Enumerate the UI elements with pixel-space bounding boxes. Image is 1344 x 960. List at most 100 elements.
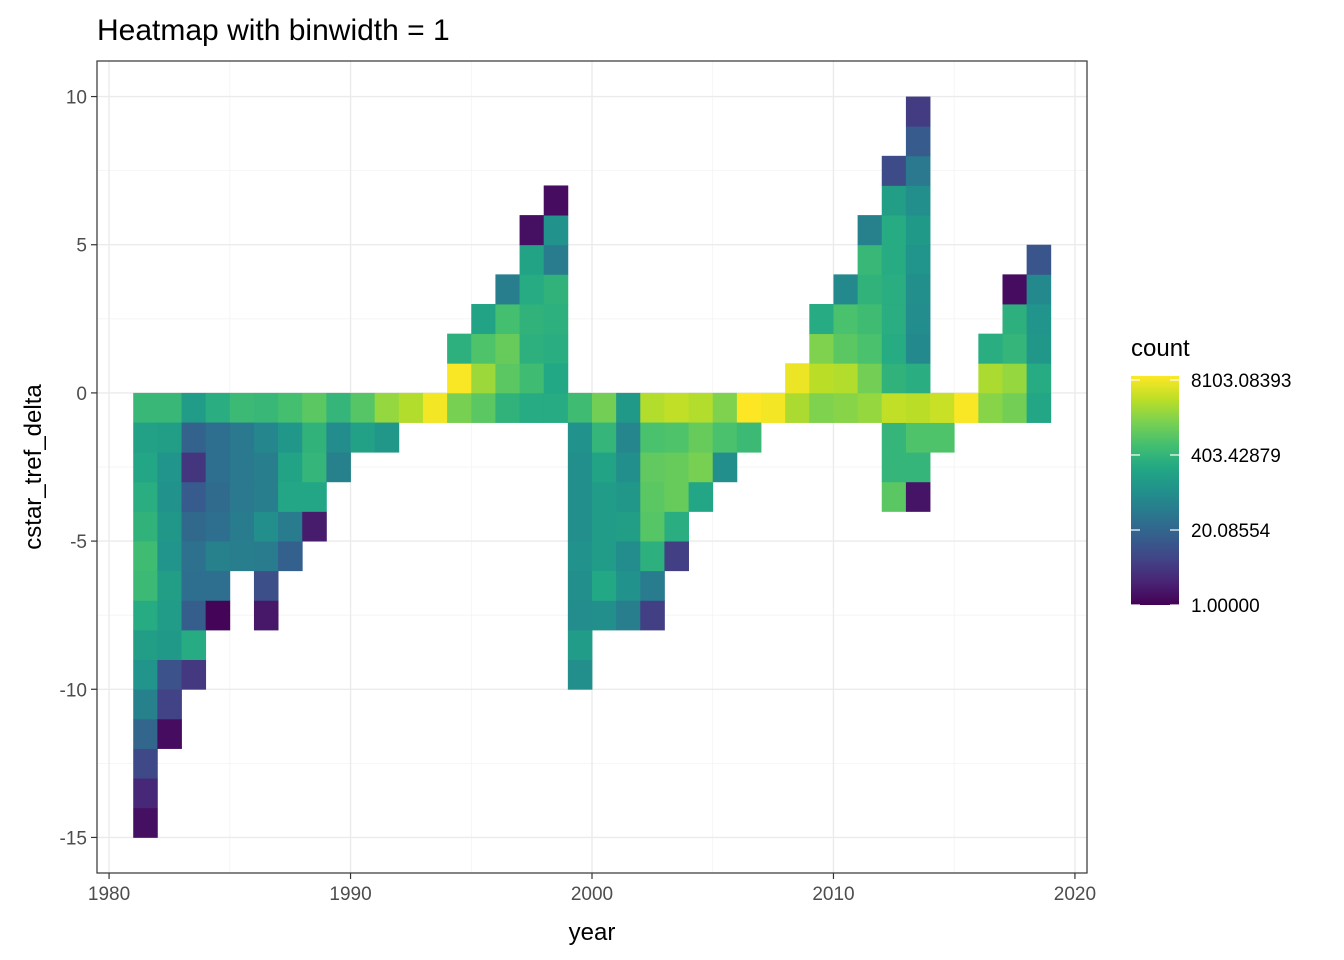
heatmap-tile	[278, 541, 303, 572]
heatmap-tile	[664, 511, 689, 542]
heatmap-tile	[616, 392, 641, 423]
heatmap-tile	[278, 422, 303, 453]
heatmap-tile	[471, 392, 496, 423]
heatmap-tile	[978, 392, 1003, 423]
heatmap-tile	[1002, 363, 1028, 394]
heatmap-tile	[881, 392, 907, 423]
heatmap-tile	[326, 422, 351, 453]
heatmap-tile	[881, 363, 907, 394]
heatmap-tile	[881, 452, 907, 483]
heatmap-tile	[519, 333, 545, 364]
heatmap-tile	[447, 333, 472, 364]
heatmap-tile	[278, 392, 303, 423]
heatmap-tiles	[133, 96, 1052, 838]
heatmap-tile	[205, 392, 231, 423]
heatmap-tile	[833, 333, 859, 364]
heatmap-tile	[592, 600, 617, 631]
chart-title: Heatmap with binwidth = 1	[97, 14, 450, 47]
heatmap-tile	[857, 215, 883, 246]
heatmap-tile	[495, 304, 520, 335]
heatmap-tile	[905, 215, 931, 246]
heatmap-tile	[205, 452, 231, 483]
x-tick-label: 2020	[1054, 884, 1096, 905]
heatmap-tile	[616, 570, 641, 601]
x-tick-label: 1980	[88, 884, 130, 905]
heatmap-tile	[567, 541, 593, 572]
heatmap-tile	[374, 422, 400, 453]
heatmap-tile	[905, 481, 931, 512]
heatmap-tile	[567, 452, 593, 483]
heatmap-tile	[592, 452, 617, 483]
x-axis: 1980 1990 2000 2010 2020	[88, 873, 1096, 905]
y-tick-label: 5	[76, 236, 87, 257]
heatmap-tile	[833, 392, 859, 423]
heatmap-tile	[519, 215, 545, 246]
heatmap-tile	[905, 185, 931, 216]
heatmap-tile	[350, 392, 376, 423]
heatmap-tile	[495, 333, 520, 364]
heatmap-tile	[447, 392, 472, 423]
heatmap-tile	[712, 422, 738, 453]
heatmap-tile	[688, 481, 714, 512]
heatmap-tile	[133, 511, 158, 542]
heatmap-tile	[253, 570, 279, 601]
heatmap-tile	[640, 570, 665, 601]
heatmap-tile	[181, 570, 207, 601]
heatmap-tile	[157, 481, 182, 512]
heatmap-tile	[905, 422, 931, 453]
heatmap-tile	[519, 274, 545, 305]
heatmap-tile	[181, 481, 207, 512]
y-tick-label: 0	[76, 384, 87, 405]
heatmap-tile	[833, 304, 859, 335]
heatmap-tile	[592, 422, 617, 453]
heatmap-tile	[905, 126, 931, 157]
heatmap-tile	[640, 392, 665, 423]
heatmap-tile	[519, 244, 545, 275]
heatmap-tile	[471, 333, 496, 364]
heatmap-tile	[495, 363, 520, 394]
heatmap-tile	[543, 244, 569, 275]
heatmap-tile	[157, 570, 182, 601]
heatmap-tile	[905, 155, 931, 186]
heatmap-tile	[1002, 304, 1028, 335]
heatmap-tile	[495, 274, 520, 305]
heatmap-tile	[229, 511, 255, 542]
heatmap-tile	[543, 363, 569, 394]
heatmap-tile	[930, 422, 955, 453]
heatmap-tile	[543, 215, 569, 246]
heatmap-tile	[157, 629, 182, 661]
heatmap-tile	[133, 629, 158, 661]
heatmap-tile	[881, 155, 907, 186]
legend-label: 1.00000	[1191, 596, 1260, 617]
heatmap-tile	[761, 392, 786, 423]
legend-label: 20.08554	[1191, 521, 1271, 542]
heatmap-tile	[664, 452, 689, 483]
heatmap-tile	[229, 541, 255, 572]
heatmap-tile	[809, 304, 834, 335]
heatmap-tile	[592, 570, 617, 601]
heatmap-tile	[1026, 304, 1052, 335]
heatmap-tile	[978, 333, 1003, 364]
heatmap-tile	[181, 600, 207, 631]
legend-title: count	[1131, 335, 1190, 362]
heatmap-tile	[133, 570, 158, 601]
heatmap-tile	[278, 481, 303, 512]
heatmap-tile	[157, 392, 182, 423]
y-axis-title: cstar_tref_delta	[20, 384, 47, 550]
heatmap-tile	[205, 481, 231, 512]
heatmap-tile	[857, 392, 883, 423]
heatmap-tile	[133, 452, 158, 483]
heatmap-tile	[616, 452, 641, 483]
heatmap-tile	[881, 185, 907, 216]
heatmap-tile	[543, 185, 569, 216]
heatmap-tile	[157, 452, 182, 483]
heatmap-tile	[398, 392, 424, 423]
legend-colorbar	[1131, 376, 1179, 605]
heatmap-tile	[1002, 392, 1028, 423]
heatmap-tile	[253, 452, 279, 483]
heatmap-tile	[302, 511, 327, 542]
heatmap-tile	[253, 511, 279, 542]
heatmap-tile	[253, 422, 279, 453]
heatmap-tile	[205, 422, 231, 453]
